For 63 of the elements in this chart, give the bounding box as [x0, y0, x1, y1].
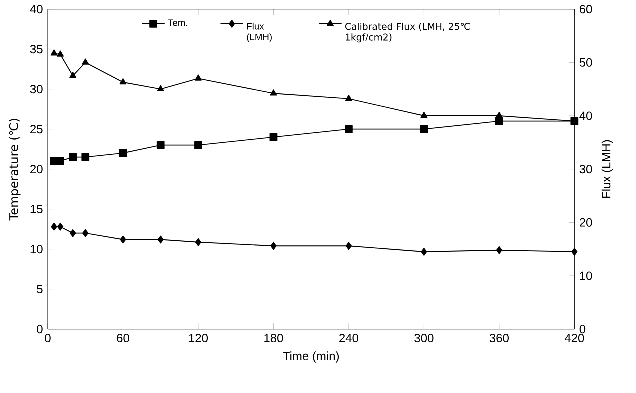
y-tick-label: 30: [30, 84, 43, 94]
legend-label: Tem.: [168, 20, 188, 26]
point: [345, 125, 353, 134]
point: [57, 50, 64, 57]
point: [421, 248, 428, 256]
point: [270, 90, 278, 96]
point: [70, 229, 76, 238]
point: [270, 242, 277, 250]
y2-tick-label: 60: [580, 4, 592, 14]
x-tick-label: 60: [117, 334, 130, 342]
point: [572, 248, 578, 256]
point: [195, 238, 202, 246]
point: [420, 112, 428, 118]
point: [82, 58, 90, 65]
legend-label: Calibrated Flux (LMH, 25℃ 1kgf/cm2): [346, 22, 470, 42]
point: [156, 141, 165, 150]
point: [56, 157, 64, 166]
x-tick-label: 240: [340, 334, 358, 342]
y2-tick-label: 30: [580, 164, 592, 174]
point: [496, 112, 503, 118]
x-tick-label: 420: [564, 334, 584, 342]
x-tick-label: 0: [45, 334, 51, 342]
y2-axis-title: Flux (LMH): [602, 140, 614, 198]
point: [496, 246, 502, 254]
point: [157, 85, 164, 92]
y2-tick-label: 20: [580, 218, 592, 227]
y-tick-label: 20: [30, 164, 43, 174]
y-tick-label: 15: [30, 204, 43, 214]
point: [495, 117, 504, 126]
point: [158, 236, 164, 244]
point: [70, 72, 77, 78]
y-tick-label: 40: [30, 4, 43, 14]
y-tick-label: 35: [30, 44, 43, 54]
x-tick-label: 360: [490, 334, 509, 342]
y2-tick-label: 10: [580, 272, 592, 280]
point: [57, 222, 64, 231]
y-tick-label: 0: [37, 324, 43, 334]
point: [194, 141, 202, 150]
point: [346, 242, 352, 250]
point: [51, 222, 58, 231]
point: [50, 50, 58, 56]
y-axis-title: Temperature (℃): [9, 118, 21, 221]
y-tick-label: 25: [30, 124, 43, 134]
y-tick-label: 5: [37, 284, 43, 294]
y2-tick-label: 50: [580, 58, 592, 67]
x-tick-label: 180: [264, 334, 284, 342]
x-tick-label: 120: [189, 334, 208, 342]
y2-tick-label: 0: [580, 324, 586, 334]
x-axis-title: Time (min): [283, 352, 340, 363]
y2-tick-label: 40: [580, 112, 592, 120]
point: [119, 149, 128, 158]
point: [82, 229, 89, 238]
point: [345, 94, 352, 101]
point: [69, 153, 78, 162]
point: [195, 74, 202, 81]
point: [120, 78, 127, 84]
point: [82, 153, 90, 162]
point: [120, 236, 126, 244]
x-tick-label: 300: [414, 334, 434, 342]
y-tick-label: 10: [30, 244, 43, 254]
point: [270, 133, 278, 142]
legend-label: Flux (LMH): [247, 22, 272, 42]
point: [420, 125, 428, 134]
